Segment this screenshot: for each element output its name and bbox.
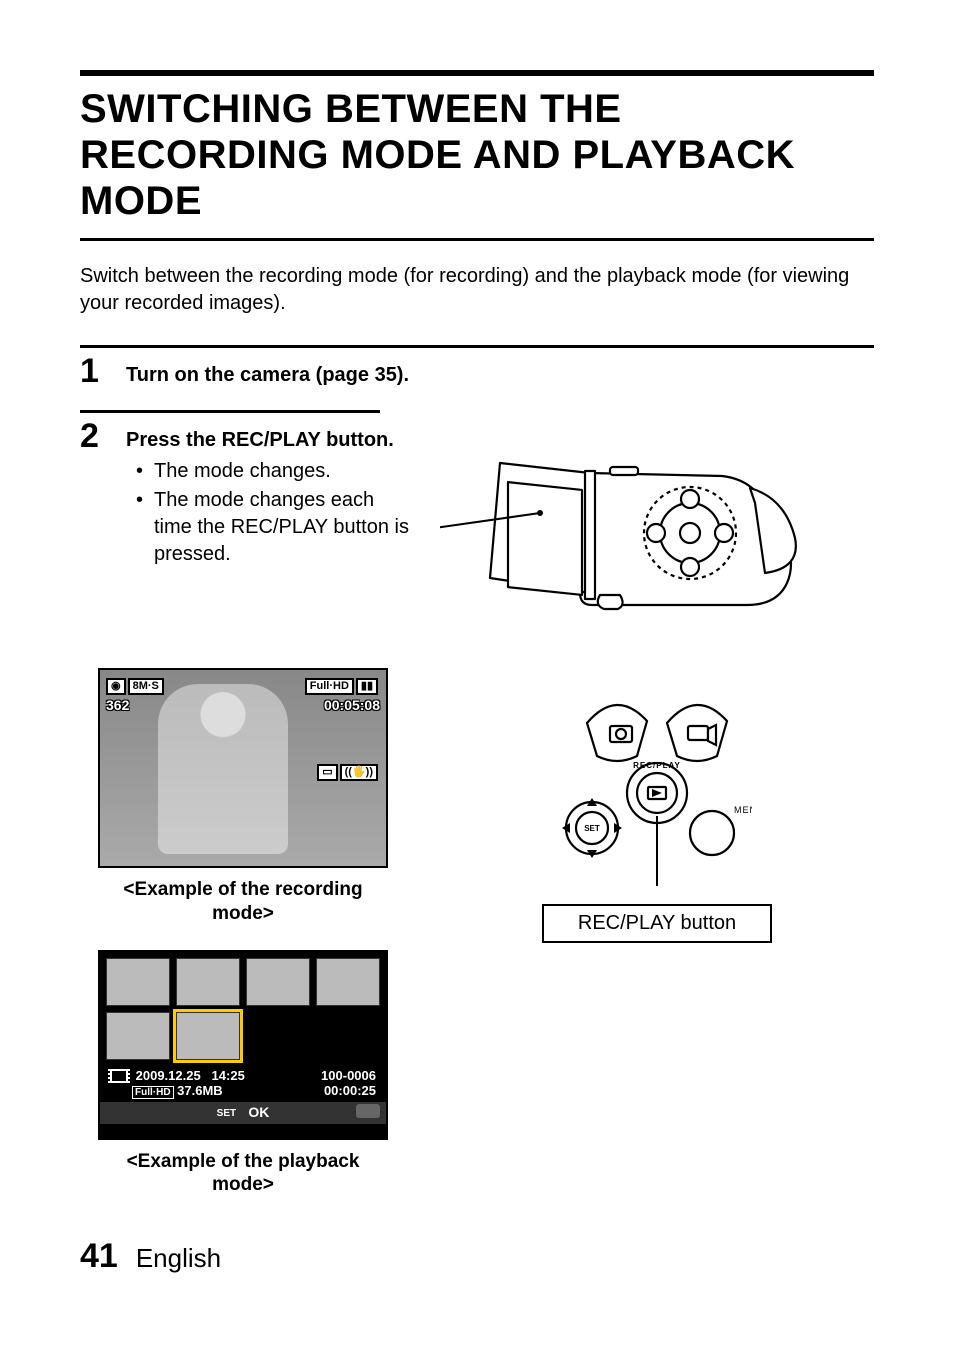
video-res-badge: Full·HD [305, 678, 354, 695]
playback-date: 2009.12.25 [136, 1068, 201, 1083]
step-2-number: 2 [80, 419, 108, 453]
page-footer: 41 English [80, 1237, 874, 1276]
recording-caption: <Example of the recording mode> [98, 878, 388, 926]
playback-info-line2: Full·HD 37.6MB 00:00:25 [106, 1083, 380, 1098]
title-underline [80, 238, 874, 241]
playback-duration: 00:00:25 [324, 1083, 376, 1098]
thumbnail-selected [176, 1012, 240, 1060]
playback-file-size: 37.6MB [177, 1083, 223, 1098]
camera-icon: ◉ [106, 678, 126, 695]
set-btn-label: SET [584, 824, 600, 833]
battery-icon [356, 1104, 380, 1118]
thumbnail [106, 1012, 170, 1060]
shots-remaining: 362 [106, 697, 166, 713]
osd-top-right: Full·HD▮▮ 00:05:08 [305, 676, 380, 713]
playback-file-number: 100-0006 [321, 1068, 376, 1084]
intro-text: Switch between the recording mode (for r… [80, 263, 874, 317]
film-icon [110, 1069, 128, 1083]
rec-play-arc-label: REC/PLAY [633, 761, 681, 770]
time-remaining: 00:05:08 [305, 697, 380, 713]
thumbnail [246, 958, 310, 1006]
step-2-heading: Press the REC/PLAY button. [126, 419, 410, 452]
page-number: 41 [80, 1237, 118, 1276]
thumbnail [176, 958, 240, 1006]
page-title: SWITCHING BETWEEN THE RECORDING MODE AND… [80, 86, 874, 224]
bullet-item: The mode changes. [140, 458, 410, 485]
camera-illustration [440, 413, 810, 653]
playback-caption: <Example of the playback mode> [98, 1150, 388, 1198]
bullet-item: The mode changes each time the REC/PLAY … [140, 487, 410, 568]
playback-info-line1: 2009.12.25 14:25 100-0006 [106, 1066, 380, 1084]
menu-btn-label: MENU [734, 805, 752, 815]
mode-icon: ▭ [317, 764, 337, 781]
playback-screen-example: 2009.12.25 14:25 100-0006 Full·HD 37.6MB… [98, 950, 388, 1140]
step-1: 1 Turn on the camera (page 35). [80, 354, 874, 388]
rule-before-step1 [80, 345, 874, 348]
osd-mid-right: ▭((🖐)) [317, 762, 380, 781]
thumbnail [316, 958, 380, 1006]
stabilizer-icon: ((🖐)) [340, 764, 378, 781]
ok-label: OK [248, 1104, 269, 1120]
video-icon: ▮▮ [356, 678, 378, 695]
step-1-number: 1 [80, 354, 108, 388]
recording-screen-example: ◉8M·S 362 Full·HD▮▮ 00:05:08 ▭((🖐)) [98, 668, 388, 868]
photo-subject-placeholder [158, 684, 288, 854]
playback-res-badge: Full·HD [132, 1086, 174, 1099]
top-rule [80, 70, 874, 76]
button-cluster-illustration: REC/PLAY SET MENU [562, 698, 752, 888]
step-1-heading: Turn on the camera (page 35). [126, 354, 874, 387]
step-2-bullets: The mode changes. The mode changes each … [126, 458, 410, 568]
rec-play-callout: REC/PLAY button [542, 904, 772, 943]
thumbnail-row-2 [106, 1012, 380, 1060]
set-label: SET [217, 1108, 236, 1119]
photo-res-badge: 8M·S [128, 678, 164, 695]
page-language: English [136, 1243, 221, 1274]
step-2: 2 Press the REC/PLAY button. The mode ch… [80, 419, 410, 568]
thumbnail-row-1 [106, 958, 380, 1006]
thumbnail [106, 958, 170, 1006]
playback-time: 14:25 [212, 1068, 245, 1083]
playback-bottom-bar: SET OK [100, 1102, 386, 1124]
osd-top-left: ◉8M·S 362 [106, 676, 166, 713]
